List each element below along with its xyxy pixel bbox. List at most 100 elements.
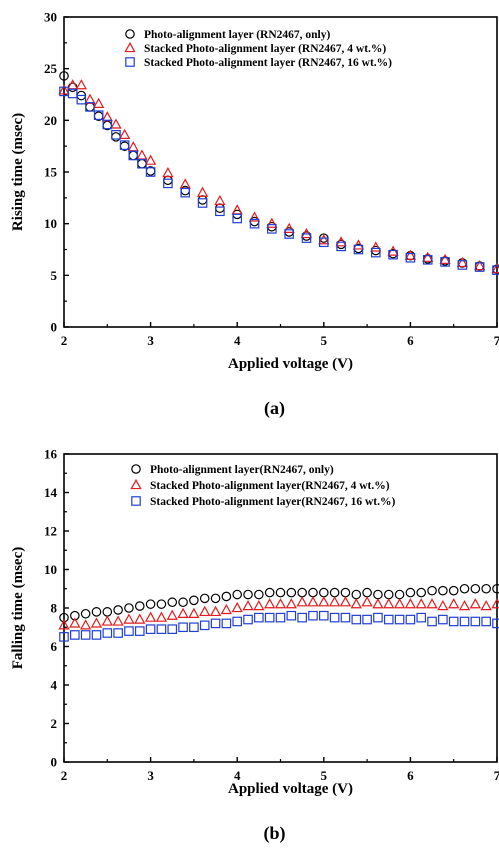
rising-data-point: [59, 71, 69, 81]
falling-series-circle: [59, 583, 499, 623]
falling-data-point: [134, 613, 146, 624]
rising-data-point: [128, 150, 139, 161]
rising-series-circle: [59, 71, 499, 274]
rising-legend-entry: Stacked Photo-alignment layer (RN2467, 4…: [144, 43, 386, 55]
falling-data-point: [254, 612, 264, 623]
falling-data-point: [80, 619, 92, 630]
falling-data-point: [308, 587, 318, 598]
rising-data-point: [163, 178, 173, 189]
falling-data-point: [264, 587, 275, 598]
falling-data-point: [274, 598, 287, 609]
rising-data-point: [318, 234, 330, 245]
falling-data-point: [438, 614, 448, 625]
falling-data-point: [416, 587, 427, 598]
falling-data-point: [459, 616, 470, 627]
falling-data-point: [448, 616, 459, 627]
falling-data-point: [134, 601, 145, 611]
falling-data-point: [232, 589, 242, 600]
rising-data-point: [102, 119, 113, 130]
falling-y-tick-label: 10: [44, 562, 57, 577]
falling-data-point: [220, 603, 233, 615]
falling-data-point: [426, 598, 438, 609]
rising-y-tick-label: 5: [51, 268, 58, 283]
rising-data-point: [101, 111, 113, 122]
falling-data-point: [167, 624, 178, 634]
falling-data-point: [188, 607, 200, 618]
rising-data-point: [492, 265, 499, 275]
falling-data-point: [351, 614, 362, 625]
rising-data-point: [284, 229, 294, 239]
falling-data-point: [113, 605, 123, 615]
rising-data-point: [75, 79, 87, 90]
falling-data-point: [189, 595, 199, 606]
falling-data-point: [145, 624, 156, 634]
falling-panel-label: (b): [264, 823, 286, 844]
rising-data-point: [388, 249, 398, 260]
rising-data-point: [266, 217, 278, 228]
falling-data-point: [286, 587, 297, 598]
rising-data-point: [301, 231, 312, 241]
falling-data-point: [491, 598, 499, 609]
falling-data-point: [144, 611, 157, 622]
falling-data-point: [307, 596, 319, 607]
falling-y-tick-label: 8: [51, 601, 58, 616]
falling-data-point: [243, 589, 253, 600]
falling-data-point: [232, 616, 242, 627]
rising-data-point: [144, 154, 157, 165]
rising-data-point: [197, 198, 208, 208]
falling-data-point: [69, 617, 81, 628]
falling-data-point: [156, 599, 167, 609]
rising-x-tick-label: 5: [321, 333, 328, 348]
rising-data-point: [283, 222, 295, 234]
falling-data-point: [328, 596, 341, 607]
rising-y-tick-label: 0: [51, 320, 58, 335]
falling-y-tick-label: 16: [44, 447, 58, 462]
rising-data-point: [93, 110, 104, 120]
rising-x-tick-label: 3: [147, 333, 154, 348]
falling-data-point: [59, 612, 69, 623]
falling-data-point: [470, 616, 481, 627]
rising-data-point: [440, 257, 450, 267]
falling-data-point: [373, 589, 383, 600]
falling-y-axis-label: Falling time (msec): [10, 547, 26, 669]
rising-y-axis-label: Rising time (msec): [10, 113, 26, 231]
falling-data-point: [470, 583, 481, 594]
falling-data-point: [469, 598, 481, 609]
falling-legend-entry: Stacked Photo-alignment layer(RN2467, 16…: [150, 496, 395, 508]
falling-data-point: [155, 611, 168, 622]
falling-data-point: [101, 615, 113, 626]
falling-data-point: [351, 589, 362, 600]
rising-legend-entry: Stacked Photo-alignment layer (RN2467, 1…: [144, 57, 392, 69]
falling-data-point: [242, 599, 254, 611]
rising-legend-entry: Photo-alignment layer (RN2467, only): [144, 29, 331, 41]
falling-data-point: [221, 618, 232, 629]
rising-data-point: [85, 102, 95, 112]
rising-data-point: [84, 93, 96, 104]
falling-data-point: [90, 617, 103, 628]
falling-data-point: [318, 596, 330, 607]
falling-data-point: [59, 632, 69, 642]
rising-data-point: [58, 84, 70, 95]
rising-x-tick-label: 4: [234, 333, 241, 348]
falling-legend-entry: Stacked Photo-alignment layer(RN2467, 4 …: [150, 480, 390, 492]
falling-data-point: [178, 622, 188, 633]
falling-data-point: [394, 614, 405, 625]
falling-data-point: [340, 612, 351, 623]
falling-data-point: [156, 624, 167, 634]
rising-data-point: [93, 97, 105, 108]
rising-data-point: [353, 244, 364, 255]
falling-data-point: [361, 596, 373, 607]
rising-y-tick-label: 10: [44, 216, 57, 231]
rising-data-point: [370, 247, 381, 258]
rising-data-point: [457, 260, 468, 270]
falling-data-point: [492, 583, 499, 594]
rising-data-point: [474, 259, 486, 271]
rising-data-point: [370, 241, 382, 252]
falling-data-point: [231, 601, 243, 613]
rising-legend-marker: [125, 29, 135, 39]
falling-data-point: [124, 603, 134, 613]
falling-data-point: [308, 610, 318, 621]
falling-data-point: [275, 587, 286, 598]
